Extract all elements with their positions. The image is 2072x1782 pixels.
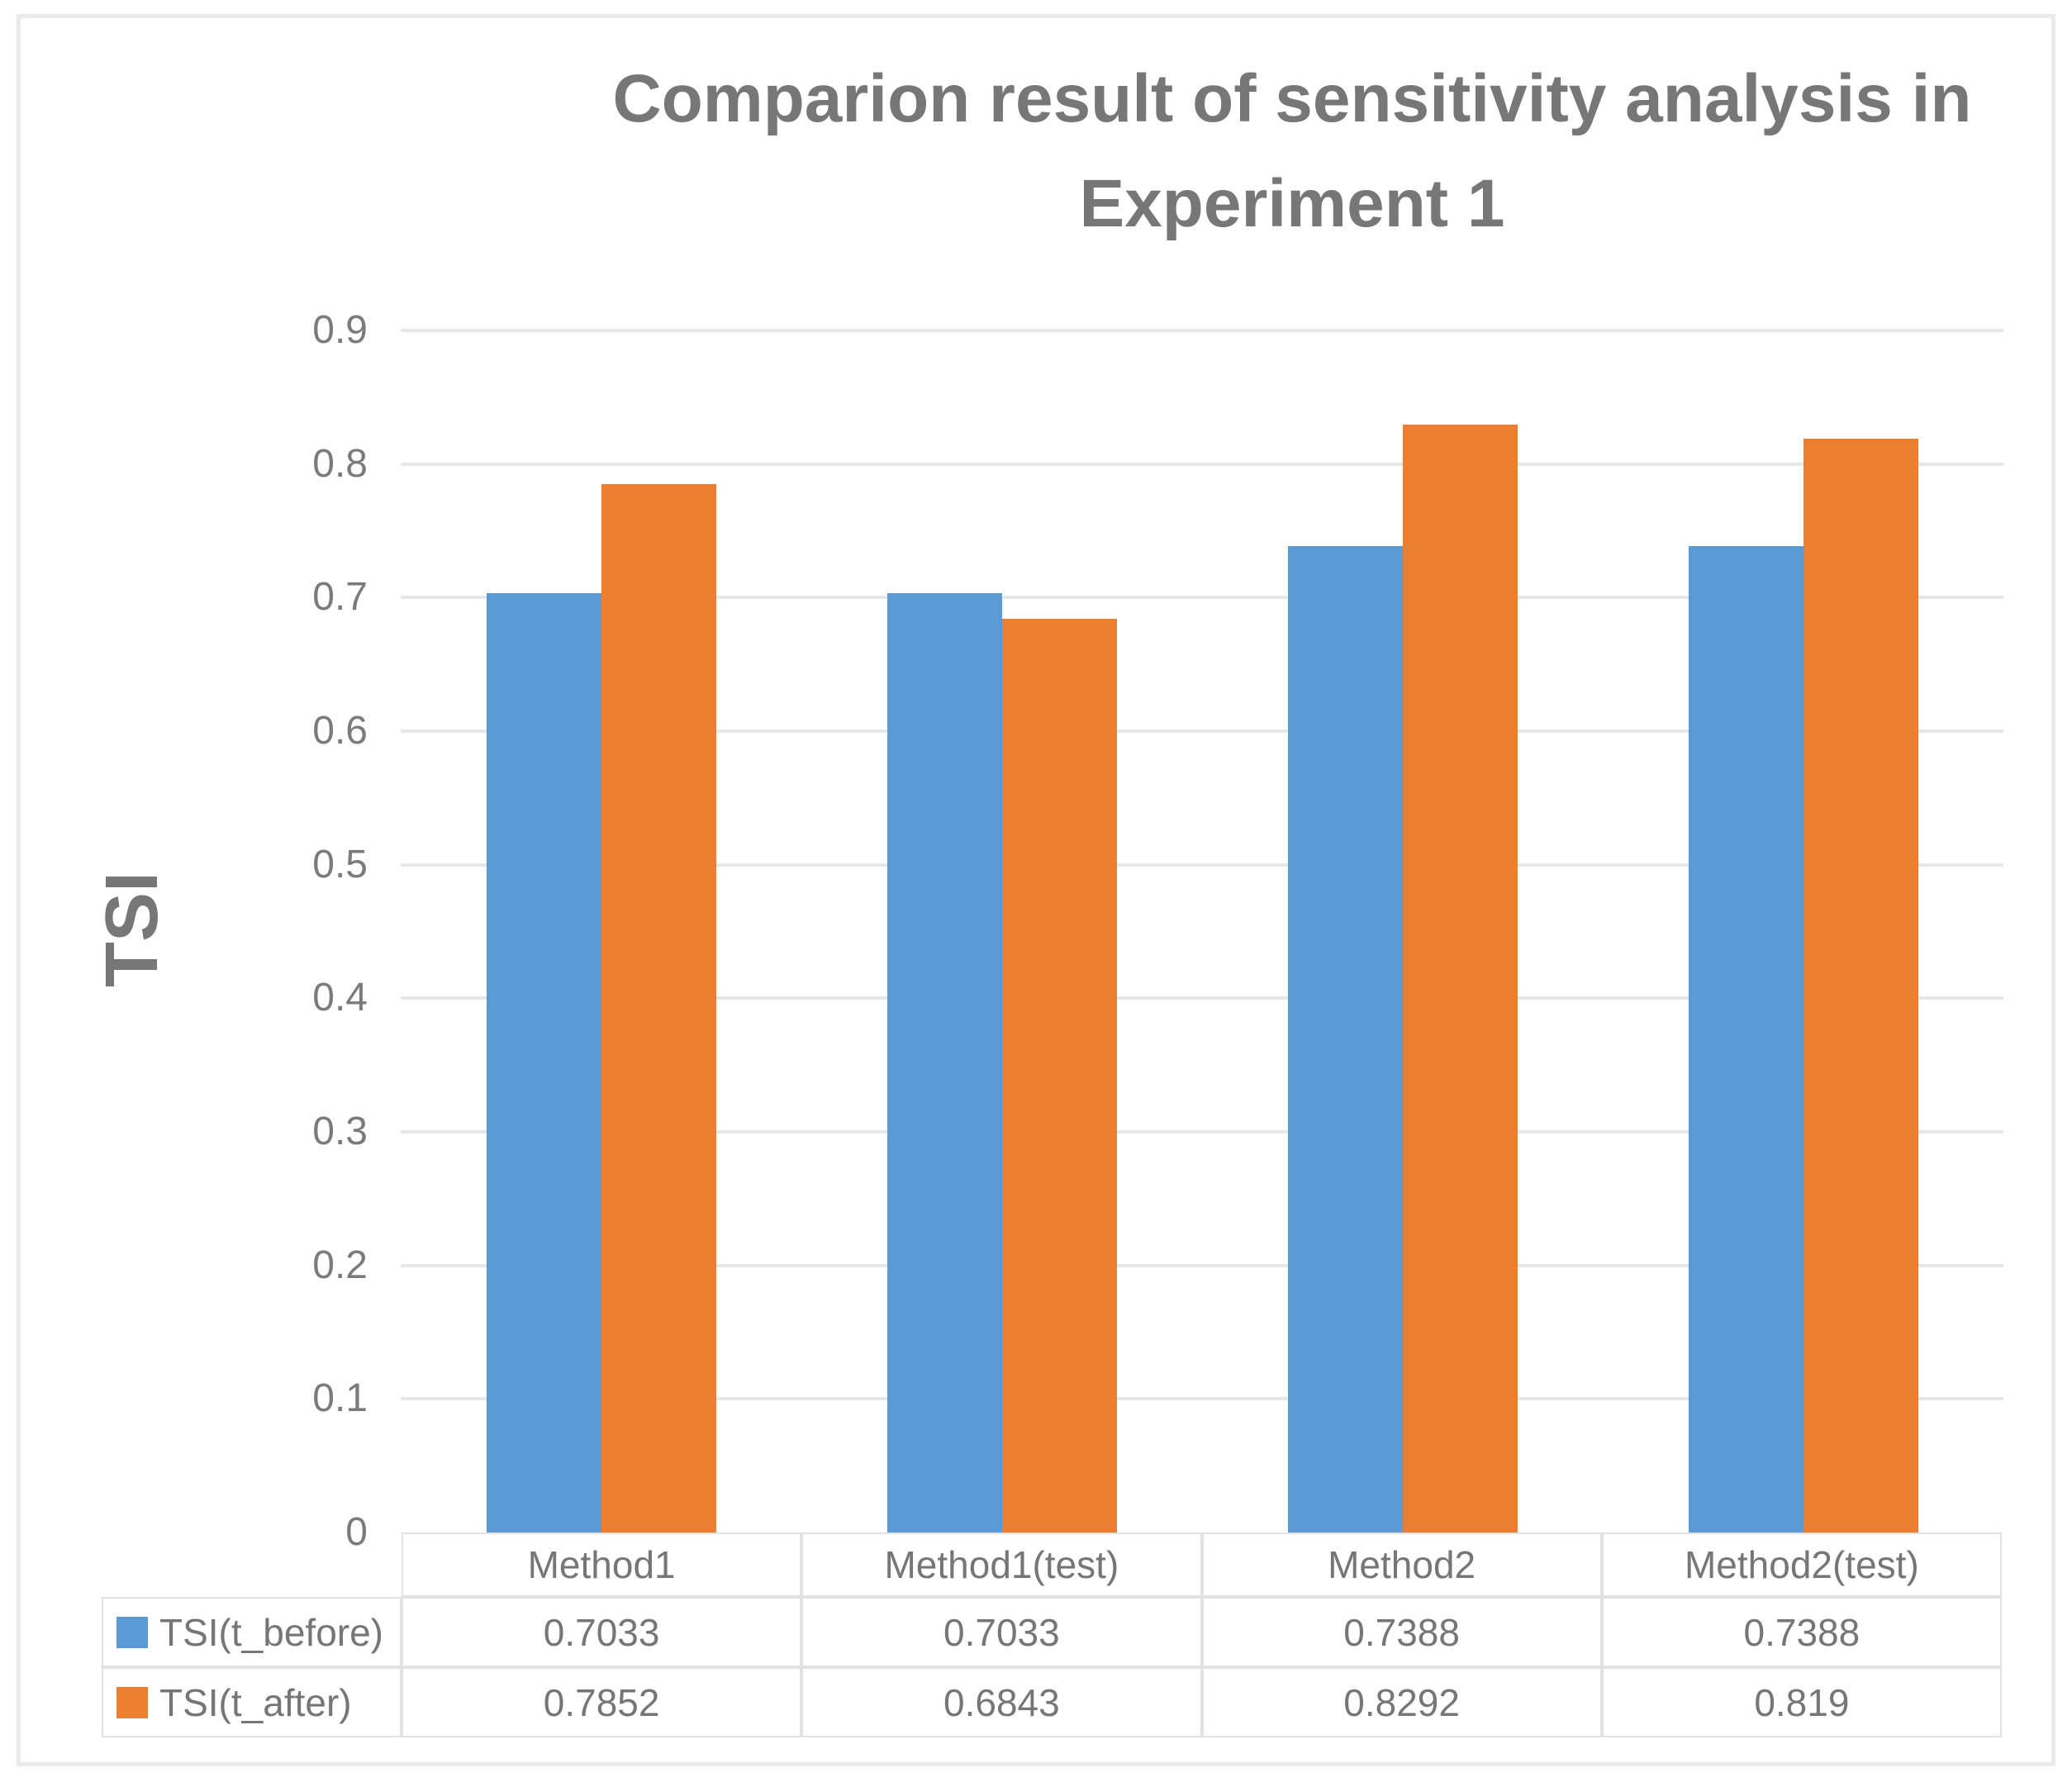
category-header-method1: Method1 [402, 1533, 802, 1597]
plot-area [401, 329, 2003, 1533]
gridline-0.5 [401, 862, 2003, 867]
value-cell-tsi-t-after-method2-test: 0.819 [1601, 1667, 2002, 1737]
legend-swatch-icon [116, 1686, 148, 1718]
gridline-0.7 [401, 596, 2003, 600]
bar-tsi-t-before-method2-test [1688, 545, 1803, 1533]
value-cell-tsi-t-before-method2: 0.7388 [1201, 1597, 1602, 1667]
value-cell-tsi-t-before-method1: 0.7033 [402, 1597, 802, 1667]
y-tick-label-0: 0 [345, 1510, 368, 1554]
y-tick-label-0.2: 0.2 [312, 1243, 368, 1287]
bar-tsi-t-before-method2 [1287, 545, 1403, 1533]
category-header-method1-test: Method1(test) [801, 1533, 1202, 1597]
legend-cell-tsi-t-before: TSI(t_before) [102, 1597, 402, 1667]
data-table: Method1 Method1(test) Method2 Method2(test)… [102, 1533, 2002, 1737]
chart-title-line2: Experiment 1 [1079, 166, 1505, 242]
y-tick-label-0.8: 0.8 [312, 441, 368, 486]
bar-tsi-t-before-method1-test [886, 593, 1002, 1533]
legend-label: TSI(t_after) [159, 1680, 352, 1724]
y-tick-label-0.6: 0.6 [312, 709, 368, 753]
chart-title: Comparion result of sensitivity analysis… [0, 46, 2072, 256]
y-tick-label-0.3: 0.3 [312, 1110, 368, 1153]
y-tick-label-0.1: 0.1 [312, 1376, 368, 1421]
chart-title-line1: Comparion result of sensitivity analysis… [612, 61, 1972, 136]
value-cell-tsi-t-after-method1-test: 0.6843 [801, 1667, 1202, 1737]
gridline-0.6 [401, 729, 2003, 733]
y-tick-label-0.4: 0.4 [312, 976, 368, 1020]
y-tick-label-0.9: 0.9 [312, 308, 368, 352]
legend-cell-tsi-t-after: TSI(t_after) [102, 1667, 402, 1737]
y-tick-label-0.7: 0.7 [312, 575, 368, 620]
y-axis-title: TSI [91, 872, 173, 988]
category-header-method2: Method2 [1201, 1533, 1602, 1597]
gridline-0.4 [401, 996, 2003, 1000]
bar-tsi-t-after-method2-test [1803, 438, 1918, 1533]
gridline-0.3 [401, 1130, 2003, 1133]
bar-tsi-t-after-method2 [1402, 425, 1518, 1533]
legend-swatch-icon [116, 1616, 148, 1648]
bar-tsi-t-after-method1-test [1001, 618, 1117, 1533]
gridline-0.8 [401, 462, 2003, 466]
legend-label: TSI(t_before) [159, 1610, 383, 1654]
value-cell-tsi-t-before-method1-test: 0.7033 [801, 1597, 1202, 1667]
bar-tsi-t-after-method1 [601, 483, 716, 1533]
value-cell-tsi-t-before-method2-test: 0.7388 [1601, 1597, 2002, 1667]
value-cell-tsi-t-after-method1: 0.7852 [402, 1667, 802, 1737]
value-cell-tsi-t-after-method2: 0.8292 [1201, 1667, 1602, 1737]
gridline-0.2 [401, 1263, 2003, 1267]
y-tick-label-0.5: 0.5 [312, 842, 368, 886]
table-corner-cell [102, 1533, 402, 1597]
bar-tsi-t-before-method1 [486, 593, 601, 1533]
gridline-0.1 [401, 1397, 2003, 1401]
gridline-0.9 [401, 329, 2003, 332]
category-header-method2-test: Method2(test) [1601, 1533, 2002, 1597]
